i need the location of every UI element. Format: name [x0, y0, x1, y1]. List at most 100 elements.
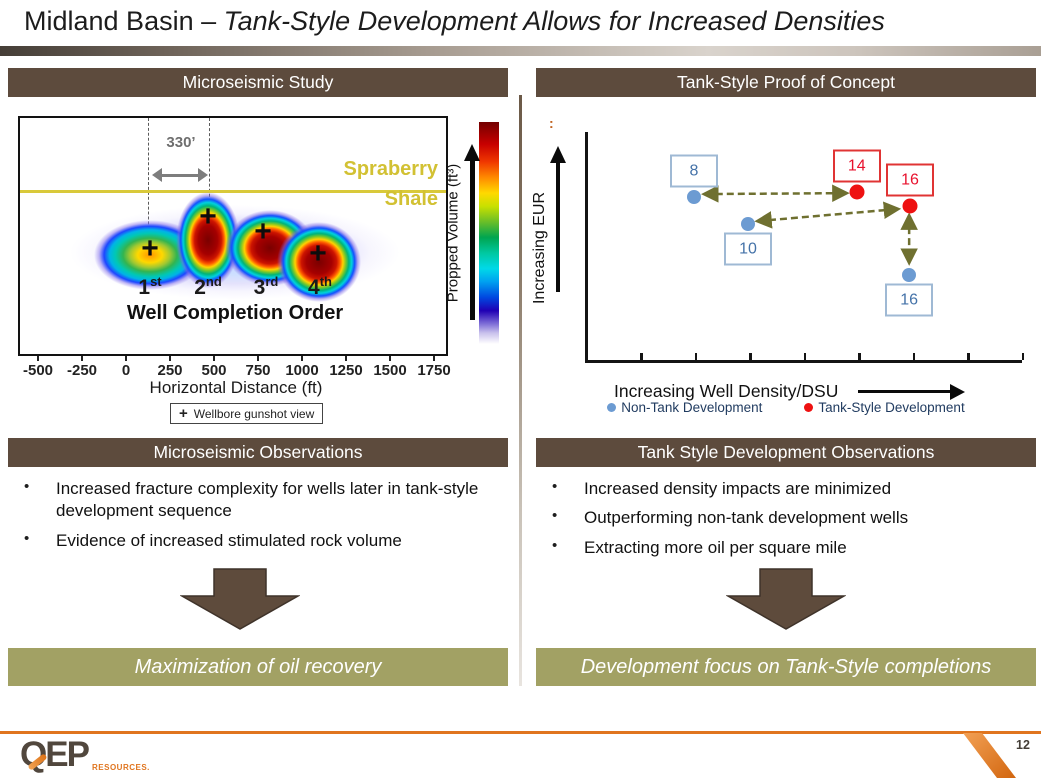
- x-tick-label: 1000: [280, 356, 324, 379]
- legend-item: Tank-Style Development: [804, 400, 965, 415]
- ms-figure-legend: + Wellbore gunshot view: [170, 403, 324, 424]
- x-tick-label: 1250: [324, 356, 368, 379]
- left-conclusion-bar: Maximization of oil recovery: [8, 648, 508, 686]
- left-section-header: Microseismic Study: [8, 68, 508, 97]
- page-title: Midland Basin – Tank-Style Development A…: [24, 6, 885, 37]
- axis-tick: [803, 353, 806, 360]
- bullet-dot: •: [24, 529, 30, 547]
- left-down-arrow-icon: [180, 568, 300, 630]
- legend-dot-icon: [607, 403, 617, 412]
- x-tick-label: 0: [104, 356, 148, 379]
- colorbar-arrow-shaft: [469, 160, 475, 320]
- spacing-guide-line-left: [148, 118, 149, 249]
- bullet-item: • Extracting more oil per square mile: [536, 537, 1036, 559]
- scatter-plot: 8 10 16 14 16: [536, 110, 1036, 410]
- colorbar-label: Propped Volume (ft³): [444, 163, 462, 303]
- increasing-eur-arrow-shaft: [556, 162, 560, 292]
- microseismic-figure: 330’ Spraberry Shale + + + + 1st 2nd 3rd 4t…: [18, 116, 448, 356]
- x-tick-label: -500: [16, 356, 60, 379]
- increasing-eur-arrow-icon: [550, 146, 566, 163]
- formation-label-line1: Spraberry: [343, 158, 439, 180]
- left-conclusion-label: Maximization of oil recovery: [134, 655, 382, 678]
- formation-label-line2: Shale: [384, 188, 438, 210]
- propped-volume-colorbar: [479, 122, 499, 344]
- chart-x-axis-label: Increasing Well Density/DSU: [614, 381, 839, 401]
- x-tick-label: -250: [60, 356, 104, 379]
- colorbar-arrow-icon: [464, 144, 480, 161]
- bullet-text: Increased fracture complexity for wells …: [56, 479, 479, 521]
- chart-y-axis: [585, 132, 588, 362]
- well-order-label: 2nd: [194, 274, 222, 299]
- wellbore-marker-1: +: [141, 232, 159, 265]
- page-title-regular: Midland Basin –: [24, 6, 224, 36]
- bullet-item: • Outperforming non-tank development well…: [536, 507, 1036, 529]
- data-point: [849, 184, 865, 200]
- data-point: [741, 217, 756, 232]
- wellbore-marker-3: +: [254, 215, 272, 248]
- bullet-dot: •: [552, 536, 558, 554]
- right-conclusion-label: Development focus on Tank-Style completi…: [580, 655, 992, 678]
- ms-figure-legend-label: Wellbore gunshot view: [193, 406, 315, 421]
- left-observations-header: Microseismic Observations: [8, 438, 508, 467]
- bullet-text: Increased density impacts are minimized: [584, 479, 892, 498]
- chart-x-axis: [585, 360, 1022, 363]
- data-point-label-box: 8: [669, 154, 718, 188]
- page-title-italic: Tank-Style Development Allows for Increa…: [223, 6, 885, 36]
- data-point-label-box: 10: [724, 232, 773, 266]
- chart-legend: Non-Tank Development Tank-Style Developme…: [536, 400, 1036, 415]
- wellbore-marker-4: +: [309, 237, 327, 270]
- spacing-guide-line-right: [209, 118, 210, 217]
- qep-logo: QEP RESOURCES.: [20, 735, 170, 777]
- x-tick-label: 1750: [412, 356, 456, 379]
- increasing-density-arrow-icon: [950, 383, 965, 400]
- footer-rule: [0, 731, 1041, 734]
- right-conclusion-bar: Development focus on Tank-Style completi…: [536, 648, 1036, 686]
- heatmap-blob-well4: [277, 222, 361, 302]
- axis-tick: [749, 353, 752, 360]
- bullet-item: • Evidence of increased stimulated rock v…: [8, 530, 504, 552]
- data-point: [902, 268, 917, 283]
- formation-label: Spraberry Shale: [344, 154, 439, 214]
- legend-dot-icon: [804, 403, 814, 412]
- axis-tick: [640, 353, 643, 360]
- wellbore-marker-2: +: [199, 200, 217, 233]
- bullet-text: Outperforming non-tank development wells: [584, 508, 909, 528]
- increasing-density-arrow-shaft: [858, 390, 952, 393]
- right-observations-header: Tank Style Development Observations: [536, 438, 1036, 467]
- ms-x-axis-ticks: -500 -250 0 250 500 750 1000 1250 1500 1750: [16, 356, 456, 379]
- bullet-text: Extracting more oil per square mile: [584, 537, 847, 557]
- axis-tick: [967, 353, 970, 360]
- legend-item: Non-Tank Development: [607, 400, 762, 415]
- page-number: 12: [1016, 738, 1030, 752]
- page-number-band-icon: [963, 733, 1016, 778]
- data-point-label-box: 14: [832, 149, 881, 183]
- right-observations-header-label: Tank Style Development Observations: [637, 442, 935, 462]
- x-tick-label: 750: [236, 356, 280, 379]
- stray-colon-mark: :: [549, 115, 554, 131]
- data-point-label-box: 16: [885, 283, 934, 317]
- data-point: [686, 190, 701, 204]
- column-divider: [519, 95, 522, 686]
- legend-label: Tank-Style Development: [818, 400, 965, 415]
- title-divider: [0, 46, 1041, 56]
- spraberry-shale-boundary-line: [20, 190, 446, 193]
- transfer-arrows: [701, 184, 918, 266]
- right-observations-list: • Increased density impacts are minimized…: [536, 478, 1036, 566]
- right-section-header-label: Tank-Style Proof of Concept: [677, 72, 895, 92]
- axis-tick: [694, 353, 697, 360]
- left-observations-header-label: Microseismic Observations: [153, 442, 363, 462]
- right-down-arrow-icon: [726, 568, 846, 630]
- spacing-double-arrow-icon: [152, 168, 208, 182]
- well-spacing-label: 330’: [166, 134, 196, 151]
- right-section-header: Tank-Style Proof of Concept: [536, 68, 1036, 97]
- axis-tick: [912, 353, 915, 360]
- well-order-label: 1st: [138, 274, 162, 299]
- x-tick-label: 1500: [368, 356, 412, 379]
- bullet-dot: •: [552, 507, 558, 525]
- data-point: [902, 198, 918, 214]
- well-order-label: 4th: [308, 274, 332, 299]
- bullet-text: Evidence of increased stimulated rock vo…: [56, 530, 402, 550]
- bullet-item: • Increased density impacts are minimized: [536, 478, 1036, 500]
- bullet-dot: •: [552, 478, 558, 495]
